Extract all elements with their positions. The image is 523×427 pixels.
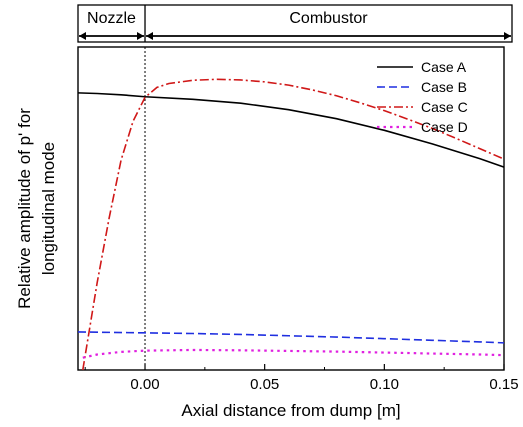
- region-band-frame: [77, 4, 513, 43]
- region-label-combustor: Combustor: [289, 10, 368, 27]
- region-arrowhead-right: [137, 32, 145, 40]
- legend-label: Case C: [421, 99, 468, 115]
- legend-label: Case A: [421, 59, 467, 75]
- x-tick-label: 0.05: [250, 376, 279, 393]
- legend: Case A Case B Case C Case D: [377, 59, 468, 135]
- x-tick-label: 0.15: [489, 376, 518, 393]
- x-tick-label: 0.10: [370, 376, 399, 393]
- x-axis-label: Axial distance from dump [m]: [181, 401, 400, 420]
- series-line-case-b: [77, 331, 505, 344]
- y-axis-label: longitudinal mode: [39, 142, 58, 275]
- plot-area-border: [77, 46, 505, 371]
- region-label-nozzle: Nozzle: [87, 10, 136, 27]
- axes: 0.00 0.05 0.10 0.15 Axial distance from dump…: [15, 108, 519, 420]
- y-axis-label: Relative amplitude of p' for: [15, 108, 34, 309]
- series-line-case-a: [77, 92, 505, 168]
- series-line-case-c: [82, 78, 505, 371]
- x-tick-label: 0.00: [130, 376, 159, 393]
- series-lines: [77, 78, 505, 371]
- plot-frame: [77, 46, 505, 371]
- legend-label: Case B: [421, 79, 467, 95]
- region-arrowhead-left: [79, 32, 86, 40]
- region-arrowhead-right: [504, 32, 511, 40]
- region-arrowhead-left: [146, 32, 154, 40]
- series-line-case-d: [82, 348, 505, 359]
- region-annotations: Nozzle Combustor: [77, 4, 513, 43]
- legend-label: Case D: [421, 119, 468, 135]
